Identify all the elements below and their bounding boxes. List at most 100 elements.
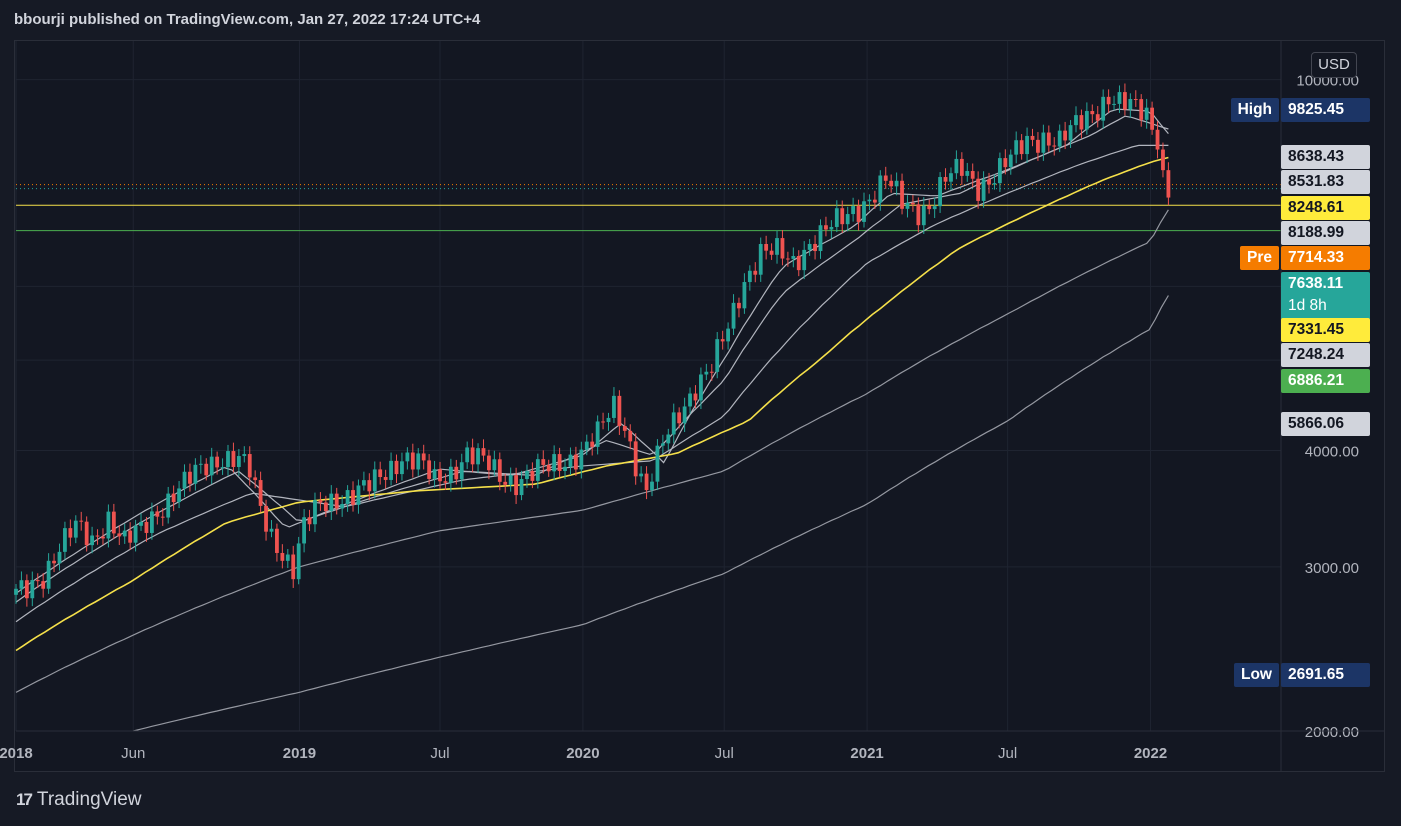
candle-body: [737, 302, 741, 309]
x-tick-label: Jun: [121, 745, 145, 762]
candle-body: [302, 517, 307, 544]
candle-body: [421, 453, 426, 461]
candle-body: [73, 520, 78, 538]
candle-body: [731, 302, 736, 329]
candle-body: [872, 199, 877, 203]
candle-body: [785, 258, 790, 260]
price-label-last: 7638.11 1d 8h: [1281, 272, 1370, 320]
candle-body: [911, 202, 915, 205]
candle-body: [438, 469, 442, 482]
candle-body: [394, 460, 399, 475]
candle-body: [753, 270, 758, 275]
moving-average-line: [15, 156, 1169, 652]
candle-body: [677, 412, 682, 424]
candle-body: [1128, 98, 1133, 110]
candle-body: [851, 206, 856, 215]
candle-body: [1008, 154, 1013, 168]
candle-body: [601, 421, 605, 423]
candle-body: [818, 225, 823, 252]
bar-countdown: 1d 8h: [1288, 297, 1327, 314]
candle-body: [139, 521, 143, 526]
candle-body: [329, 493, 334, 512]
candle-body: [345, 490, 350, 504]
candle-body: [867, 199, 872, 202]
candle-body: [253, 477, 258, 481]
price-label-ma5: 5866.06: [1281, 412, 1370, 436]
candle-body: [976, 178, 981, 201]
x-axis-labels: 2018 Jun 2019 Jul 2020 Jul 2021 Jul 2022: [0, 41, 1384, 771]
candle-body: [1161, 149, 1165, 171]
candle-body: [432, 469, 437, 479]
candle-body: [198, 463, 203, 465]
candle-body: [764, 244, 769, 251]
candle-body: [117, 533, 122, 537]
candle-body: [622, 426, 627, 431]
candle-body: [715, 339, 720, 372]
candle-body: [660, 443, 665, 446]
candle-body: [965, 171, 970, 176]
candle-body: [655, 445, 660, 482]
candle-body: [780, 238, 785, 259]
x-tick-label: Jul: [430, 745, 449, 762]
candle-body: [383, 477, 388, 480]
candle-body: [79, 520, 84, 522]
x-tick-label: 2020: [566, 745, 599, 762]
moving-average-line: [133, 295, 1169, 732]
candle-body: [671, 412, 676, 435]
candle-body: [361, 480, 366, 486]
candle-body: [405, 452, 410, 462]
price-label-value: 5866.06: [1288, 415, 1345, 432]
candle-body: [693, 393, 698, 401]
candle-body: [389, 460, 393, 480]
candle-body: [802, 249, 807, 271]
candle-body: [122, 530, 127, 537]
candle-body: [193, 464, 198, 484]
price-label-value: 8188.99: [1288, 224, 1345, 241]
candle-body: [552, 454, 557, 472]
candle-body: [1019, 140, 1024, 155]
moving-averages-layer: [15, 108, 1169, 732]
candle-body: [747, 270, 752, 283]
candle-body: [633, 441, 638, 477]
moving-average-line: [15, 209, 1169, 693]
candle-body: [949, 173, 953, 182]
candle-body: [182, 471, 187, 489]
candle-body: [247, 454, 252, 478]
horizontal-lines-layer: [16, 184, 1281, 232]
candle-body: [568, 454, 573, 467]
candle-body: [177, 488, 181, 503]
candle-body: [400, 461, 404, 475]
candle-body: [1057, 130, 1062, 147]
candle-body: [1014, 140, 1019, 155]
price-label-value: 8531.83: [1288, 173, 1345, 190]
candle-body: [269, 528, 274, 532]
candle-body: [824, 225, 828, 230]
candle-body: [525, 471, 529, 480]
candle-body: [856, 206, 861, 222]
price-label-high: 9825.45: [1281, 98, 1370, 122]
candle-body: [1133, 98, 1138, 100]
candle-body: [497, 459, 502, 482]
x-tick-label: 2022: [1134, 745, 1167, 762]
tradingview-branding[interactable]: 17 TradingView: [16, 789, 141, 811]
grid-layer: [15, 41, 1281, 732]
candle-body: [334, 493, 339, 509]
candle-body: [1036, 139, 1040, 153]
price-label-caption-high: High: [1230, 98, 1279, 122]
currency-button[interactable]: USD: [1311, 52, 1357, 78]
candle-body: [970, 171, 975, 179]
candle-body: [1074, 115, 1078, 126]
candle-body: [285, 554, 290, 561]
price-label-value: 9825.45: [1288, 101, 1345, 118]
candle-body: [927, 205, 932, 210]
tradingview-brand-text: TradingView: [36, 789, 142, 810]
candle-body: [1052, 145, 1057, 147]
moving-average-line: [15, 108, 1169, 594]
candle-body: [666, 434, 671, 444]
candle-body: [758, 244, 763, 275]
candle-body: [367, 480, 372, 492]
candle-body: [557, 454, 562, 471]
candle-body: [264, 505, 268, 532]
candle-body: [84, 521, 89, 546]
